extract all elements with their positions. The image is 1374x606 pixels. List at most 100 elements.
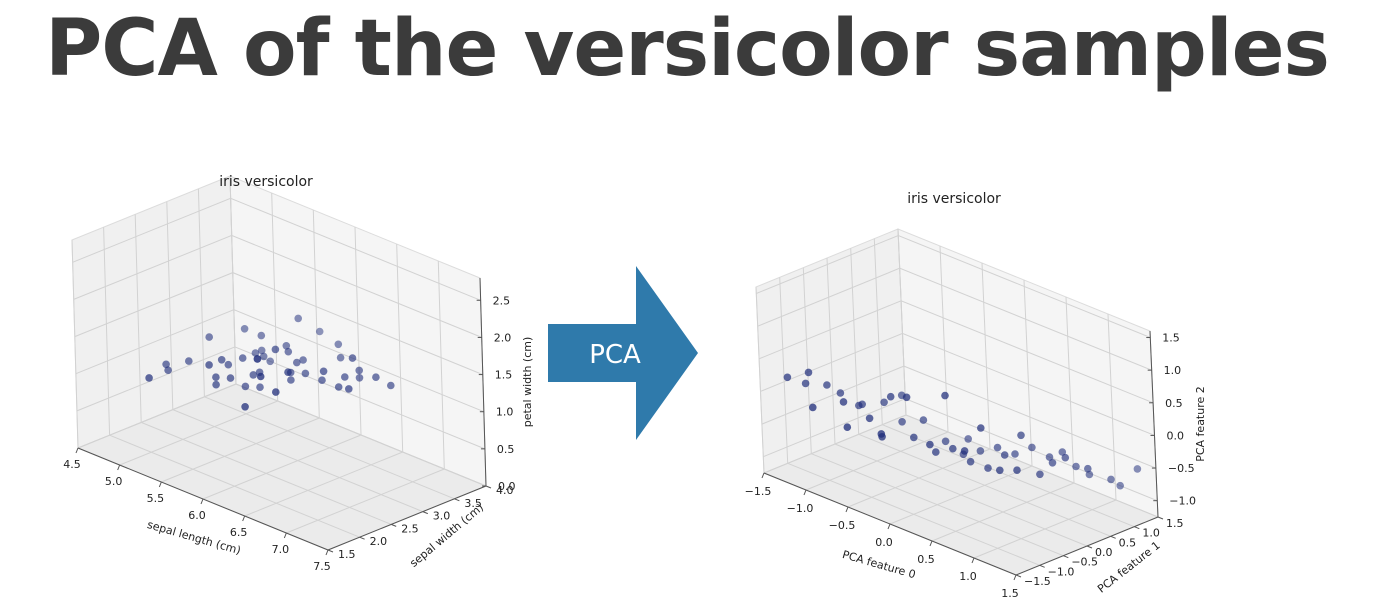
data-point bbox=[993, 443, 1002, 452]
data-point bbox=[372, 373, 380, 381]
x-tick-label: −1.5 bbox=[745, 485, 772, 498]
data-point bbox=[387, 381, 395, 390]
data-point bbox=[185, 357, 193, 365]
data-point bbox=[839, 398, 848, 406]
y-tick-mark bbox=[1086, 545, 1093, 549]
data-point bbox=[212, 380, 220, 389]
x-tick-mark bbox=[929, 540, 933, 547]
grid-line-y bbox=[826, 257, 1088, 547]
data-point bbox=[240, 325, 249, 333]
z-tick-label: 0.0 bbox=[498, 480, 516, 493]
y-tick-label: −0.5 bbox=[1071, 556, 1098, 569]
data-point bbox=[809, 403, 817, 412]
x-tick-mark bbox=[887, 523, 891, 530]
data-point bbox=[241, 403, 249, 411]
grid-line-z bbox=[76, 346, 486, 450]
data-point bbox=[334, 383, 343, 391]
x-tick-label: 6.0 bbox=[188, 509, 206, 522]
data-point bbox=[877, 430, 886, 438]
x-tick-mark bbox=[1013, 574, 1017, 581]
data-point bbox=[315, 327, 324, 336]
data-point bbox=[341, 373, 349, 381]
data-point bbox=[334, 340, 343, 349]
y-axis-line bbox=[327, 485, 487, 551]
y-tick-label: −1.5 bbox=[1024, 575, 1051, 588]
plot-original-features: 4.55.05.56.06.57.07.51.52.02.53.03.54.00… bbox=[63, 174, 534, 573]
data-point bbox=[966, 457, 975, 466]
x-axis-label: sepal length (cm) bbox=[146, 518, 243, 557]
data-point bbox=[941, 391, 949, 400]
y-tick-label: 4.0 bbox=[496, 484, 514, 497]
data-point bbox=[801, 379, 810, 388]
y-tick-mark bbox=[391, 523, 397, 527]
data-point bbox=[257, 346, 266, 355]
grid-line-z bbox=[77, 383, 487, 487]
y-tick-mark bbox=[1039, 564, 1045, 568]
plot-title: iris versicolor bbox=[219, 174, 313, 190]
data-point bbox=[348, 354, 357, 362]
data-point bbox=[319, 367, 328, 376]
y-tick-label: 1.0 bbox=[1142, 527, 1160, 540]
x-tick-mark bbox=[75, 447, 79, 454]
grid-line-y bbox=[779, 277, 1040, 566]
y-tick-label: 1.5 bbox=[1166, 517, 1184, 530]
data-point bbox=[249, 371, 258, 379]
data-point bbox=[318, 376, 326, 384]
y-tick-label: 3.0 bbox=[433, 510, 451, 523]
data-point bbox=[858, 400, 866, 409]
data-point bbox=[886, 392, 895, 401]
data-point bbox=[1116, 481, 1124, 490]
data-point bbox=[1061, 453, 1070, 462]
data-point bbox=[1058, 448, 1067, 456]
z-tick-label: 0.5 bbox=[497, 443, 515, 456]
x-tick-mark bbox=[242, 515, 246, 522]
data-point bbox=[932, 448, 940, 456]
data-point bbox=[1017, 431, 1025, 440]
data-point bbox=[976, 447, 985, 455]
data-point bbox=[345, 385, 353, 393]
data-point bbox=[926, 440, 934, 449]
x-tick-label: −1.0 bbox=[787, 502, 814, 515]
data-point bbox=[212, 373, 220, 381]
arrow-label: PCA bbox=[589, 340, 641, 370]
data-point bbox=[836, 389, 845, 397]
data-point bbox=[1048, 459, 1057, 467]
y-tick-label: 2.0 bbox=[370, 535, 388, 548]
data-point bbox=[996, 466, 1004, 475]
x-tick-label: 7.0 bbox=[272, 543, 290, 556]
z-tick-label: −0.5 bbox=[1168, 462, 1195, 475]
z-tick-label: 0.5 bbox=[1165, 397, 1183, 410]
y-tick-mark bbox=[327, 549, 334, 553]
data-point bbox=[287, 376, 295, 384]
y-tick-label: 3.5 bbox=[464, 497, 482, 510]
y-tick-mark bbox=[1157, 516, 1164, 520]
y-tick-mark bbox=[1015, 574, 1022, 578]
data-point bbox=[251, 349, 260, 357]
grid-line-z bbox=[73, 234, 482, 338]
x-tick-mark bbox=[325, 549, 329, 556]
x-tick-mark bbox=[200, 498, 204, 505]
data-point bbox=[299, 356, 307, 364]
y-tick-mark bbox=[1110, 535, 1116, 539]
data-point bbox=[164, 366, 172, 374]
z-tick-label: 1.0 bbox=[1164, 364, 1182, 377]
x-tick-label: 5.0 bbox=[105, 475, 123, 488]
z-tick-label: 1.5 bbox=[495, 369, 513, 382]
z-axis-line bbox=[1149, 330, 1159, 518]
x-tick-mark bbox=[158, 481, 162, 488]
pca-arrow: PCA bbox=[548, 266, 698, 440]
y-tick-mark bbox=[422, 511, 428, 515]
data-point bbox=[1036, 470, 1044, 479]
x-tick-mark bbox=[283, 532, 287, 539]
y-tick-mark bbox=[1134, 526, 1140, 530]
y-tick-mark bbox=[359, 536, 365, 540]
grid-line-y bbox=[850, 248, 1111, 537]
data-point bbox=[162, 360, 170, 369]
data-point bbox=[804, 368, 813, 377]
grid-line-z bbox=[75, 309, 485, 413]
grid-line-z bbox=[761, 365, 1157, 469]
grid-line-y bbox=[802, 267, 1064, 557]
grid-line-z bbox=[72, 197, 481, 301]
x-tick-mark bbox=[761, 472, 765, 479]
y-tick-mark bbox=[1063, 555, 1069, 559]
